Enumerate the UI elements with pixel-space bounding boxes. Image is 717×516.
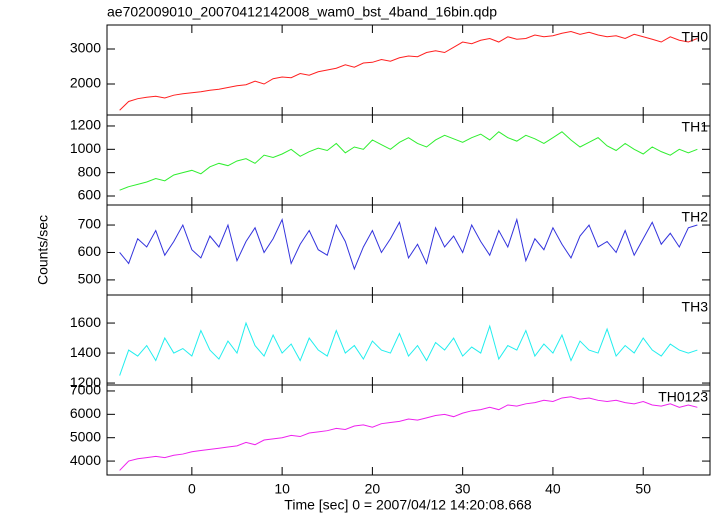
data-line	[119, 321, 698, 376]
y-tick-label: 5000	[70, 428, 101, 444]
y-tick-label: 6000	[70, 405, 101, 421]
series-label: TH1	[682, 119, 709, 135]
y-tick-label: 2000	[70, 75, 101, 91]
panel-frame	[106, 204, 711, 296]
panel-frame	[106, 24, 711, 116]
data-line	[119, 217, 698, 271]
y-tick-label: 1200	[70, 117, 101, 133]
x-axis-label: Time [sec] 0 = 2007/04/12 14:20:08.668	[284, 497, 532, 513]
x-tick-label: 20	[365, 481, 381, 497]
y-tick-label: 1000	[70, 140, 101, 156]
y-tick-label: 3000	[70, 40, 101, 56]
chart-title: ae702009010_20070412142008_wam0_bst_4ban…	[107, 4, 497, 20]
x-tick-label: 50	[635, 481, 651, 497]
series-label: TH0123	[658, 389, 708, 405]
series-label: TH2	[682, 209, 709, 225]
data-line	[119, 30, 698, 111]
y-tick-label: 4000	[70, 452, 101, 468]
y-tick-label: 600	[78, 243, 102, 259]
x-tick-label: 10	[274, 481, 290, 497]
y-tick-label: 600	[78, 187, 102, 203]
data-line	[119, 131, 698, 191]
x-tick-label: 30	[455, 481, 471, 497]
data-line	[119, 396, 698, 471]
series-label: TH0	[682, 29, 709, 45]
y-tick-label: 700	[78, 216, 102, 232]
y-tick-label: 500	[78, 271, 102, 287]
y-tick-label: 1400	[70, 344, 101, 360]
y-tick-label: 1600	[70, 314, 101, 330]
x-tick-label: 0	[188, 481, 196, 497]
panel-frame	[106, 114, 711, 206]
panel-frame	[106, 384, 711, 476]
y-tick-label: 800	[78, 163, 102, 179]
y-tick-label: 1200	[70, 374, 101, 390]
y-tick-label: 7000	[70, 382, 101, 398]
x-tick-label: 40	[545, 481, 561, 497]
series-label: TH3	[682, 299, 709, 315]
y-axis-label: Counts/sec	[35, 215, 51, 285]
